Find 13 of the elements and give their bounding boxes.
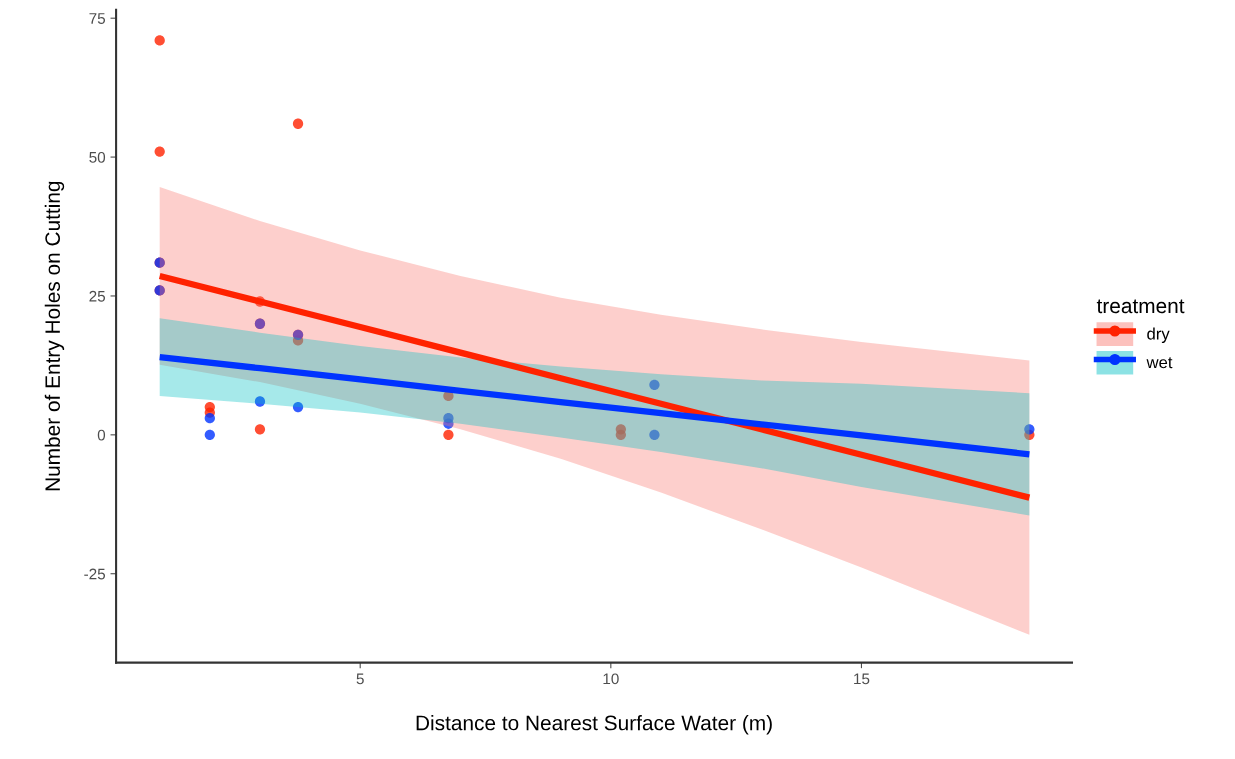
x-tick-label: 15 <box>854 673 870 685</box>
y-tick-label: 25 <box>89 290 106 302</box>
x-tick-label: 5 <box>356 673 364 685</box>
y-tick-label: 50 <box>89 151 106 163</box>
legend-label: wet <box>1146 357 1173 369</box>
x-axis-title: Distance to Nearest Surface Water (m) <box>416 715 772 735</box>
y-tick-label: 0 <box>97 429 106 441</box>
legend-title: treatment <box>1096 299 1185 314</box>
legend-label: dry <box>1147 327 1170 343</box>
y-tick-label: -25 <box>84 568 106 580</box>
y-axis-title: Number of Entry Holes on Cutting <box>44 181 65 491</box>
x-tick-label: 10 <box>603 673 619 685</box>
y-tick-label: 75 <box>89 13 106 24</box>
